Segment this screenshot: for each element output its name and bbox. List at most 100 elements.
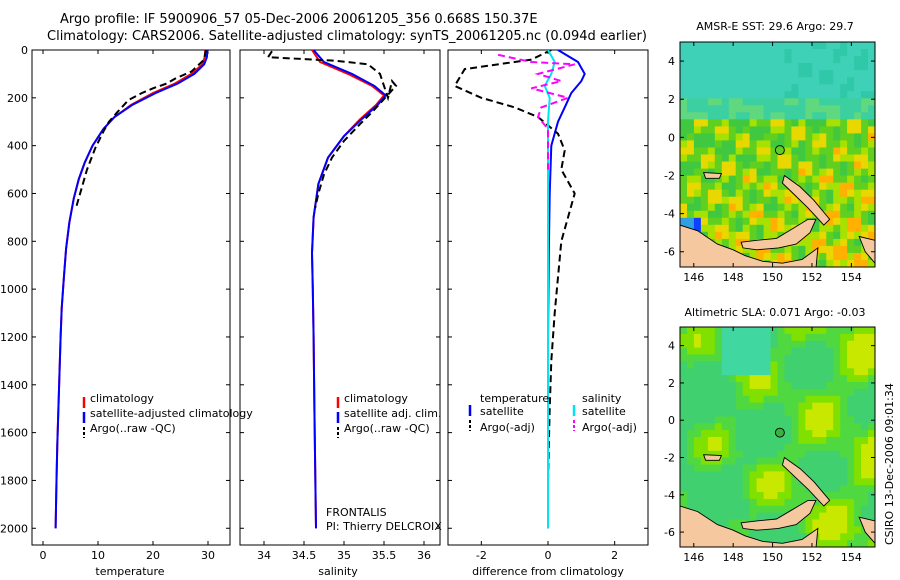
map-cell xyxy=(833,519,841,527)
map-cell xyxy=(749,210,758,219)
y-tick-label: -6 xyxy=(664,526,675,539)
map-cell xyxy=(756,231,765,240)
map-cell xyxy=(833,98,841,106)
map-cell xyxy=(791,368,799,376)
map-cell xyxy=(721,70,730,78)
temperature-legend: climatology satellite-adjusted climatolo… xyxy=(82,392,253,438)
map-cell xyxy=(833,140,841,148)
map-cell xyxy=(693,42,702,50)
map-cell xyxy=(749,361,758,369)
map-cell xyxy=(728,42,737,50)
map-cell xyxy=(728,203,737,212)
map-cell xyxy=(847,77,855,85)
map-cell xyxy=(861,98,869,106)
map-cell xyxy=(687,340,695,349)
series-group xyxy=(266,50,398,529)
map-cell xyxy=(784,333,792,342)
map-cell xyxy=(833,443,841,452)
y-tick-label: 4 xyxy=(668,55,675,68)
map-cell xyxy=(687,56,695,64)
map-cell xyxy=(770,526,778,534)
map-cell xyxy=(770,70,778,78)
map-cell xyxy=(791,423,799,431)
map-cell xyxy=(742,485,751,493)
y-tick-label: 1400 xyxy=(0,379,28,392)
map-cell xyxy=(735,505,744,514)
map-cell xyxy=(735,112,744,120)
map-cell xyxy=(749,533,758,541)
map-cell xyxy=(735,245,744,254)
y-tick-label: 1200 xyxy=(0,331,28,344)
map-cell xyxy=(833,63,841,71)
map-cell xyxy=(763,526,772,534)
map-cell xyxy=(805,492,813,500)
map-cell xyxy=(784,505,792,514)
y-tick-label: -4 xyxy=(664,489,675,502)
map-cell xyxy=(693,203,702,212)
map-cell xyxy=(847,540,855,547)
map-cell xyxy=(826,382,834,390)
map-cell xyxy=(812,450,820,459)
map-cell xyxy=(777,196,785,205)
map-cell xyxy=(805,98,813,106)
map-cell xyxy=(847,354,855,362)
map-cell xyxy=(687,498,695,507)
map-cell xyxy=(680,42,688,50)
map-cell xyxy=(812,464,820,472)
map-cell xyxy=(742,457,751,465)
map-cell xyxy=(742,402,751,410)
map-cell xyxy=(819,333,827,342)
legend-label: Argo(-adj) xyxy=(480,421,535,434)
map-cell xyxy=(763,430,772,438)
map-cell xyxy=(735,56,744,64)
map-cell xyxy=(735,443,744,452)
map-cell xyxy=(728,505,737,514)
map-cell xyxy=(784,388,792,397)
map-cell xyxy=(742,245,751,254)
map-cell xyxy=(707,77,716,85)
map-cell xyxy=(742,154,751,162)
map-cell xyxy=(791,70,799,78)
map-cell xyxy=(707,182,716,191)
map-cell xyxy=(819,505,827,514)
map-cell xyxy=(777,91,785,99)
map-cell xyxy=(770,42,778,50)
map-cell xyxy=(798,154,806,162)
map-cell xyxy=(721,395,730,404)
map-cell xyxy=(861,140,869,148)
map-cell xyxy=(700,457,709,465)
map-cell xyxy=(728,423,737,431)
map-cell xyxy=(700,402,709,410)
map-cell xyxy=(728,175,737,184)
map-cell xyxy=(798,77,806,85)
map-cell xyxy=(777,203,785,212)
map-cell xyxy=(791,140,799,148)
map-cell xyxy=(687,327,695,335)
legend-label: climatology xyxy=(90,392,154,405)
map-cell xyxy=(749,168,758,177)
map-cell xyxy=(721,189,730,198)
map-cell xyxy=(714,56,723,64)
map-cell xyxy=(770,478,778,486)
map-cell xyxy=(700,196,709,205)
map-cell xyxy=(693,224,702,233)
map-cell xyxy=(680,409,688,417)
map-cell xyxy=(819,327,827,335)
map-cell xyxy=(833,457,841,465)
map-cell xyxy=(742,231,751,240)
map-cell xyxy=(847,437,855,445)
map-cell xyxy=(777,252,785,261)
map-cell xyxy=(728,347,737,355)
map-cell xyxy=(777,49,785,57)
map-cell xyxy=(805,347,813,355)
map-cell xyxy=(756,126,765,134)
map-cell xyxy=(714,147,723,155)
map-cell xyxy=(721,423,730,431)
map-cell xyxy=(756,423,765,431)
map-cell xyxy=(728,119,737,127)
map-cell xyxy=(728,210,737,219)
map-cell xyxy=(791,217,799,226)
map-cell xyxy=(742,70,751,78)
map-cell xyxy=(728,430,737,438)
y-tick-label: 4 xyxy=(668,340,675,353)
